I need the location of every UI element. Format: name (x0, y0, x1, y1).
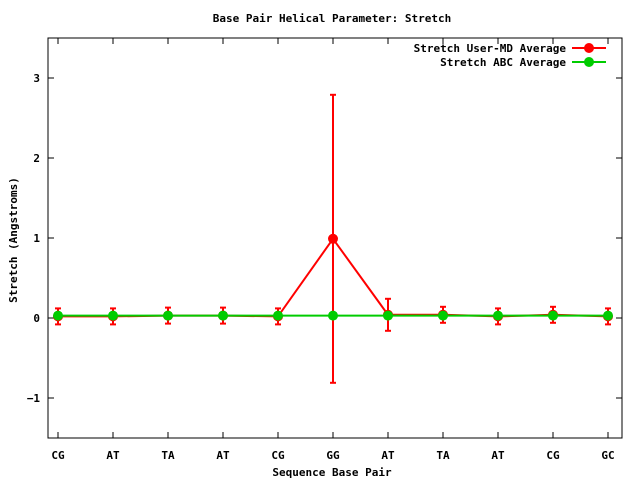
data-point (218, 310, 228, 321)
data-point (108, 310, 118, 321)
data-point (163, 310, 173, 321)
x-tick-label: CG (51, 449, 65, 462)
y-tick-label: 2 (33, 152, 40, 165)
data-point (328, 233, 338, 244)
x-tick-label: CG (271, 449, 285, 462)
data-point (548, 310, 558, 321)
y-tick-label: −1 (27, 392, 41, 405)
x-tick-label: AT (491, 449, 505, 462)
x-tick-label: TA (161, 449, 175, 462)
legend-label: Stretch User-MD Average (414, 42, 567, 55)
y-axis-label: Stretch (Angstroms) (7, 177, 20, 303)
x-axis: CG AT TA AT CG GG AT TA AT CG GC (51, 38, 615, 462)
x-tick-label: AT (381, 449, 395, 462)
legend-label: Stretch ABC Average (440, 56, 566, 69)
chart-title: Base Pair Helical Parameter: Stretch (213, 12, 451, 25)
y-tick-label: 1 (33, 232, 40, 245)
x-tick-label: AT (216, 449, 230, 462)
y-axis: −1 0 1 2 3 (27, 72, 622, 405)
data-point (493, 310, 503, 321)
series-layer (53, 93, 613, 384)
legend-marker (584, 57, 594, 67)
legend-marker (584, 43, 594, 53)
legend-entry: Stretch ABC Average (440, 56, 606, 69)
x-tick-label: AT (106, 449, 120, 462)
data-point (328, 310, 338, 321)
y-tick-label: 3 (33, 72, 40, 85)
series-1 (53, 93, 613, 384)
x-tick-label: TA (436, 449, 450, 462)
x-tick-label: GG (326, 449, 340, 462)
data-point (438, 310, 448, 321)
data-point (383, 310, 393, 321)
data-point (53, 310, 63, 321)
y-tick-label: 0 (33, 312, 40, 325)
data-point (273, 310, 283, 321)
x-tick-label: CG (546, 449, 560, 462)
data-point (603, 310, 613, 321)
series-2 (53, 310, 613, 321)
x-axis-label: Sequence Base Pair (272, 466, 392, 479)
legend-entry: Stretch User-MD Average (414, 42, 606, 55)
x-tick-label: GC (601, 449, 614, 462)
